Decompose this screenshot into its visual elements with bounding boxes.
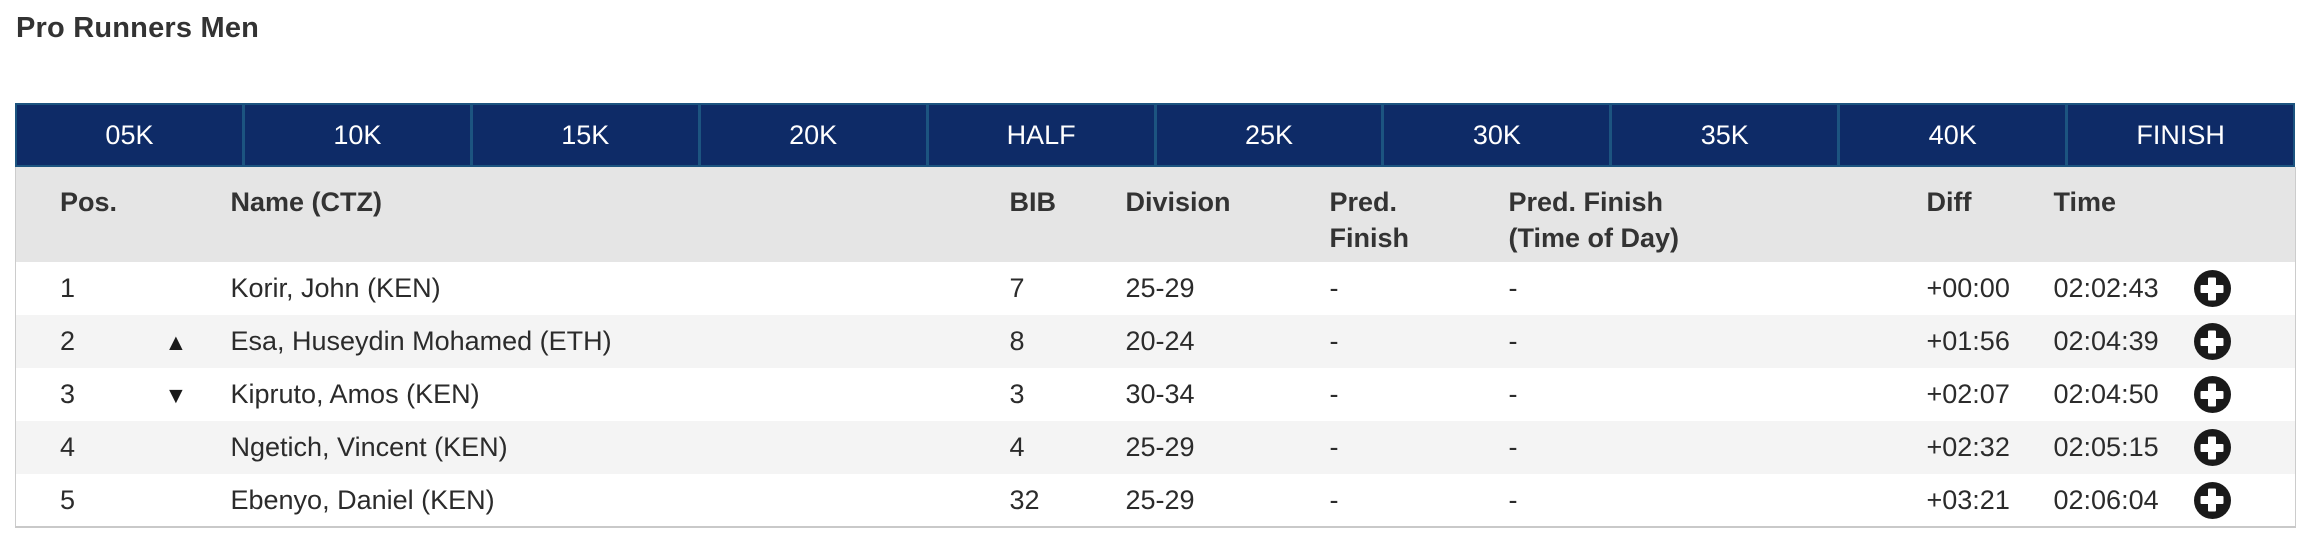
pred-finish-tod-cell: -	[1508, 432, 1518, 462]
time-cell: 02:04:50	[2053, 379, 2159, 409]
diff-cell: +01:56	[1926, 326, 2010, 356]
bib-cell: 32	[1009, 484, 1040, 515]
table-row: 2 ▲ Esa, Huseydin Mohamed (ETH) 8 20-24 …	[15, 315, 2296, 368]
division-cell: 25-29	[1125, 273, 1195, 303]
up-triangle-icon: ▲	[164, 329, 188, 355]
time-cell: 02:02:43	[2053, 273, 2159, 303]
table-row: 1 Korir, John (KEN) 7 25-29 - - +00:00 0…	[15, 262, 2296, 315]
pred-finish-cell: -	[1329, 432, 1339, 462]
tab-40k[interactable]: 40K	[1837, 105, 2065, 165]
table-row: 3 ▼ Kipruto, Amos (KEN) 3 30-34 - - +02:…	[15, 368, 2296, 421]
expand-plus-icon[interactable]	[2193, 429, 2231, 466]
bib-cell: 3	[1009, 379, 1025, 409]
time-cell: 02:06:04	[2053, 484, 2159, 515]
position-change-cell: ▼	[161, 368, 231, 421]
pred-finish-cell: -	[1329, 326, 1339, 356]
expand-cell	[2193, 368, 2296, 421]
pos-cell: 2	[60, 326, 76, 356]
tab-15k[interactable]: 15K	[469, 105, 698, 165]
pos-cell: 4	[60, 432, 76, 462]
name-cell: Ebenyo, Daniel (KEN)	[230, 484, 495, 515]
expand-cell	[2193, 474, 2296, 527]
pred-finish-line1: Pred.	[1329, 187, 1398, 217]
pred-finish-line2: Finish	[1329, 223, 1410, 253]
diff-cell: +03:21	[1926, 484, 2010, 515]
name-cell: Korir, John (KEN)	[230, 273, 441, 303]
pred-finish-tod-line1: Pred. Finish	[1508, 187, 1664, 217]
col-header-bib: BIB	[1007, 167, 1124, 262]
down-triangle-icon: ▼	[164, 382, 188, 408]
division-cell: 20-24	[1125, 326, 1195, 356]
table-row: 4 Ngetich, Vincent (KEN) 4 25-29 - - +02…	[15, 421, 2296, 474]
pred-finish-tod-cell: -	[1508, 484, 1518, 515]
bib-cell: 7	[1009, 273, 1025, 303]
division-cell: 25-29	[1125, 484, 1195, 515]
table-row: 5 Ebenyo, Daniel (KEN) 32 25-29 - - +03:…	[15, 474, 2296, 527]
results-table: Pos. Name (CTZ) BIB Division Pred. Finis…	[15, 167, 2296, 528]
col-header-expand	[2193, 167, 2296, 262]
col-header-pred-finish: Pred. Finish	[1325, 167, 1501, 262]
name-cell: Ngetich, Vincent (KEN)	[230, 432, 508, 462]
col-header-pred-finish-tod: Pred. Finish (Time of Day)	[1500, 167, 1926, 262]
time-cell: 02:04:39	[2053, 326, 2159, 356]
expand-cell	[2193, 262, 2296, 315]
tab-05k[interactable]: 05K	[105, 119, 154, 150]
tab-30k[interactable]: 30K	[1381, 105, 1609, 165]
position-change-cell: ▲	[161, 315, 231, 368]
column-header-row: Pos. Name (CTZ) BIB Division Pred. Finis…	[15, 167, 2296, 262]
expand-plus-icon[interactable]	[2193, 323, 2231, 360]
col-header-division: Division	[1123, 167, 1326, 262]
expand-cell	[2193, 315, 2296, 368]
diff-cell: +02:32	[1926, 432, 2010, 462]
col-header-name: Name (CTZ)	[230, 167, 1008, 262]
pos-cell: 3	[60, 379, 76, 409]
tab-20k[interactable]: 20K	[697, 105, 926, 165]
division-cell: 30-34	[1125, 379, 1195, 409]
pred-finish-cell: -	[1329, 484, 1339, 515]
pred-finish-tod-cell: -	[1508, 273, 1518, 303]
col-header-pos: Pos.	[15, 167, 161, 262]
name-cell: Esa, Huseydin Mohamed (ETH)	[230, 326, 612, 356]
diff-cell: +02:07	[1926, 379, 2010, 409]
division-cell: 25-29	[1125, 432, 1195, 462]
pos-cell: 5	[60, 484, 76, 515]
time-cell: 02:05:15	[2053, 432, 2159, 462]
tab-finish[interactable]: FINISH	[2065, 105, 2293, 165]
tab-half[interactable]: HALF	[925, 105, 1154, 165]
tab-35k[interactable]: 35K	[1609, 105, 1837, 165]
col-header-time: Time	[2053, 167, 2194, 262]
pred-finish-cell: -	[1329, 273, 1339, 303]
pred-finish-tod-line2: (Time of Day)	[1508, 223, 1680, 253]
expand-plus-icon[interactable]	[2193, 481, 2231, 519]
pred-finish-tod-cell: -	[1508, 379, 1518, 409]
page-title: Pro Runners Men	[16, 12, 260, 44]
pred-finish-tod-cell: -	[1508, 326, 1518, 356]
bib-cell: 4	[1009, 432, 1025, 462]
results-table-container: 05K 10K 15K 20K HALF 25K 30K 35K 40K FIN…	[15, 103, 2296, 528]
position-change-cell	[161, 474, 231, 527]
col-header-change	[160, 167, 231, 262]
position-change-cell	[161, 262, 231, 315]
expand-plus-icon[interactable]	[2193, 270, 2231, 307]
name-cell: Kipruto, Amos (KEN)	[230, 379, 480, 409]
diff-cell: +00:00	[1926, 273, 2010, 303]
pos-cell: 1	[60, 273, 76, 303]
expand-cell	[2193, 421, 2296, 474]
expand-plus-icon[interactable]	[2193, 376, 2231, 413]
bib-cell: 8	[1009, 326, 1025, 356]
pred-finish-cell: -	[1329, 379, 1339, 409]
col-header-diff: Diff	[1925, 167, 2054, 262]
tab-10k[interactable]: 10K	[241, 105, 470, 165]
tab-25k[interactable]: 25K	[1153, 105, 1382, 165]
split-tab-bar: 05K 10K 15K 20K HALF 25K 30K 35K 40K FIN…	[15, 103, 2295, 167]
position-change-cell	[161, 421, 231, 474]
